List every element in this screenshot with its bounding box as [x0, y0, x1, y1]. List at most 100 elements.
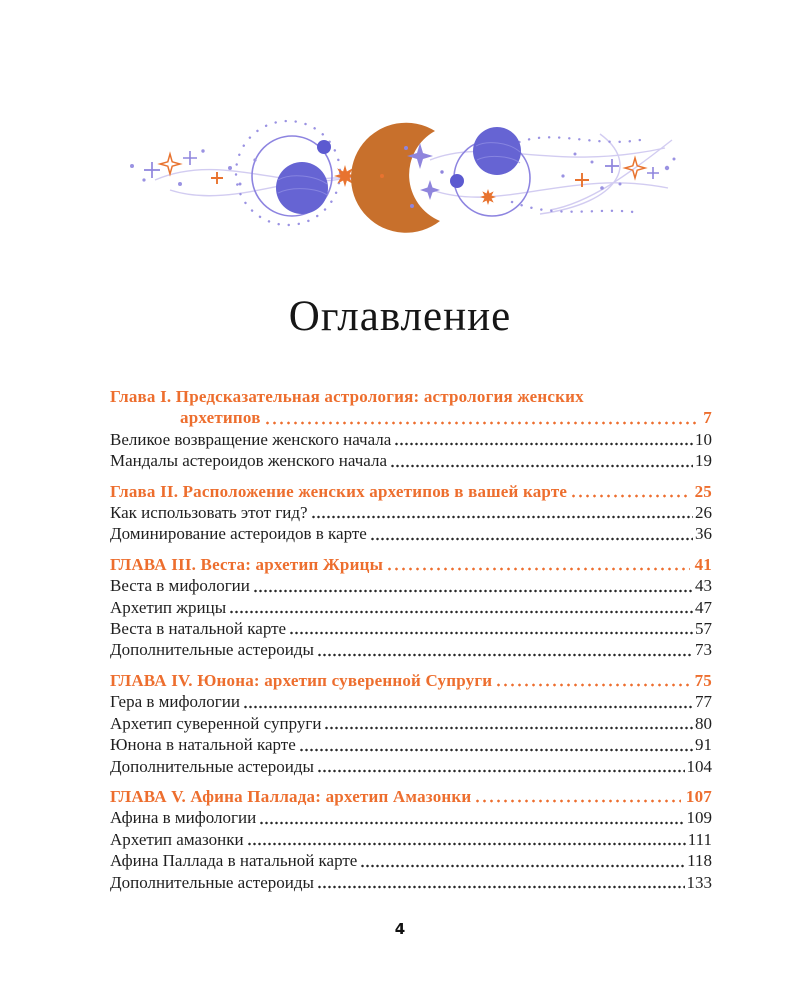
dot-leader — [390, 450, 693, 472]
dot-leader — [316, 639, 693, 661]
toc-heading-label: ГЛАВА III. Веста: архетип Жрицы — [110, 554, 384, 574]
toc-entry: Веста в мифологии 43 — [110, 575, 712, 597]
starburst-icon — [480, 189, 496, 205]
toc-entry: Афина Паллада в натальной карте 118 — [110, 850, 712, 872]
page-title: Оглавление — [288, 293, 512, 340]
toc-entry-label: Доминирование астероидов в карте — [110, 524, 367, 544]
toc-entry-label: Дополнительные астероиды — [110, 640, 314, 660]
celestial-divider-illustration — [130, 119, 676, 233]
planet-icon — [276, 162, 328, 214]
dot-leader — [246, 828, 686, 851]
toc-section: ГЛАВА IV. Юнона: архетип суверенной Супр… — [110, 669, 713, 777]
folio-page-number: 4 — [394, 920, 406, 938]
toc-heading-page-ref: 107 — [685, 786, 712, 806]
dot-leader — [394, 428, 693, 451]
toc-entry-label: Дополнительные астероиды — [110, 872, 314, 892]
toc-entry-page-ref: 47 — [695, 597, 712, 617]
starburst-icon — [334, 165, 356, 187]
toc-heading-page-ref: 7 — [703, 408, 712, 428]
toc-entry-label: Афина в мифологии — [110, 808, 257, 828]
crescent-moon-icon — [351, 122, 440, 233]
dot-leader — [310, 502, 693, 524]
toc-entry: Дополнительные астероиды 73 — [110, 639, 712, 661]
toc-heading-label: Глава I. Предсказательная астрология: ас… — [110, 387, 584, 406]
toc-entry: Как использовать этот гид? 26 — [110, 502, 712, 524]
dot-leader — [242, 691, 693, 713]
orbiting-planet-right — [450, 127, 531, 217]
toc-entry: Архетип жрицы 47 — [110, 596, 712, 619]
dot-leader — [298, 734, 693, 756]
toc-entry-label: Дополнительные астероиды — [110, 756, 314, 776]
toc-entry-page-ref: 73 — [695, 640, 712, 660]
toc-entry-label: Как использовать этот гид? — [110, 503, 308, 523]
sparkle-cluster-right — [561, 152, 676, 190]
toc-entry-page-ref: 19 — [695, 451, 712, 471]
sparkle-stars — [404, 143, 444, 208]
toc-entry-label: Афина Паллада в натальной карте — [110, 851, 358, 871]
toc-entry-label: Великое возвращение женского начала — [110, 429, 392, 449]
toc-heading: архетипов 7 — [110, 407, 712, 429]
toc-entry-label: Мандалы астероидов женского начала — [110, 451, 387, 471]
dot-leader — [360, 850, 686, 872]
toc-heading: Глава I. Предсказательная астрология: ас… — [110, 386, 712, 407]
toc-entry-label: Архетип амазонки — [110, 829, 244, 849]
toc-entry-label: Гера в мифологии — [110, 692, 240, 712]
toc-entry-label: Архетип жрицы — [110, 597, 227, 617]
toc-section: ГЛАВА V. Афина Паллада: архетип Амазонки… — [110, 785, 713, 893]
toc-heading: ГЛАВА V. Афина Паллада: архетип Амазонки… — [110, 785, 712, 808]
dot-leader — [495, 669, 690, 692]
toc-entry: Архетип суверенной супруги 80 — [110, 712, 712, 735]
toc-entry-page-ref: 80 — [695, 713, 712, 733]
toc-entry-page-ref: 43 — [695, 576, 712, 596]
toc-section: ГЛАВА III. Веста: архетип Жрицы 41 Веста в… — [110, 553, 712, 661]
toc-heading-label: Глава II. Расположение женских архетипов… — [110, 481, 568, 501]
toc-entry-page-ref: 118 — [687, 851, 712, 871]
toc-entry-page-ref: 133 — [686, 872, 713, 892]
dot-leader — [474, 785, 681, 808]
toc-entry: Юнона в натальной карте 91 — [110, 734, 712, 756]
toc-entry-page-ref: 26 — [695, 503, 712, 523]
toc-entry: Веста в натальной карте 57 — [110, 618, 712, 640]
dot-leader — [316, 871, 685, 893]
toc-entry-label: Веста в натальной карте — [110, 619, 287, 639]
toc: Глава I. Предсказательная астрология: ас… — [110, 386, 712, 902]
toc-heading: Глава II. Расположение женских архетипов… — [110, 480, 712, 503]
dot-leader — [324, 712, 693, 735]
toc-entry: Дополнительные астероиды 104 — [110, 755, 713, 777]
moon-dot-icon — [317, 140, 331, 154]
toc-entry-page-ref: 109 — [686, 808, 713, 828]
toc-entry-page-ref: 104 — [686, 756, 713, 776]
dot-leader — [259, 807, 685, 829]
toc-entry: Мандалы астероидов женского начала 19 — [110, 450, 712, 472]
toc-entry-page-ref: 36 — [695, 524, 712, 544]
toc-entry: Архетип амазонки 111 — [110, 828, 712, 851]
dot-leader — [570, 480, 690, 503]
toc-entry-label: Веста в мифологии — [110, 576, 250, 596]
toc-section: Глава I. Предсказательная астрология: ас… — [110, 386, 712, 472]
toc-heading-page-ref: 41 — [694, 554, 712, 574]
toc-entry-page-ref: 57 — [695, 619, 712, 639]
toc-entry-label: Архетип суверенной супруги — [110, 713, 322, 733]
toc-entry-page-ref: 77 — [695, 692, 712, 712]
toc-heading-label: архетипов — [180, 408, 261, 428]
dot-leader — [289, 618, 693, 640]
sparkle-cluster-left — [130, 149, 384, 186]
orbit-ring-icon — [251, 135, 333, 217]
toc-heading: ГЛАВА IV. Юнона: архетип суверенной Супр… — [110, 669, 712, 692]
toc-entry: Дополнительные астероиды 133 — [110, 871, 713, 893]
moon-dot-icon — [450, 174, 464, 188]
orbiting-planet-left — [251, 135, 356, 217]
toc-entry-page-ref: 91 — [695, 735, 712, 755]
toc-section: Глава II. Расположение женских архетипов… — [110, 480, 712, 545]
toc-heading-page-ref: 25 — [694, 481, 712, 501]
dot-leader — [386, 553, 690, 576]
toc-entry: Гера в мифологии 77 — [110, 691, 712, 713]
toc-entry-page-ref: 111 — [687, 829, 712, 849]
dot-leader — [316, 755, 685, 777]
dot-leader — [229, 596, 693, 619]
toc-entry: Афина в мифологии 109 — [110, 807, 713, 829]
toc-heading-page-ref: 75 — [694, 670, 712, 690]
toc-heading: ГЛАВА III. Веста: архетип Жрицы 41 — [110, 553, 712, 576]
dot-leader — [252, 575, 693, 597]
